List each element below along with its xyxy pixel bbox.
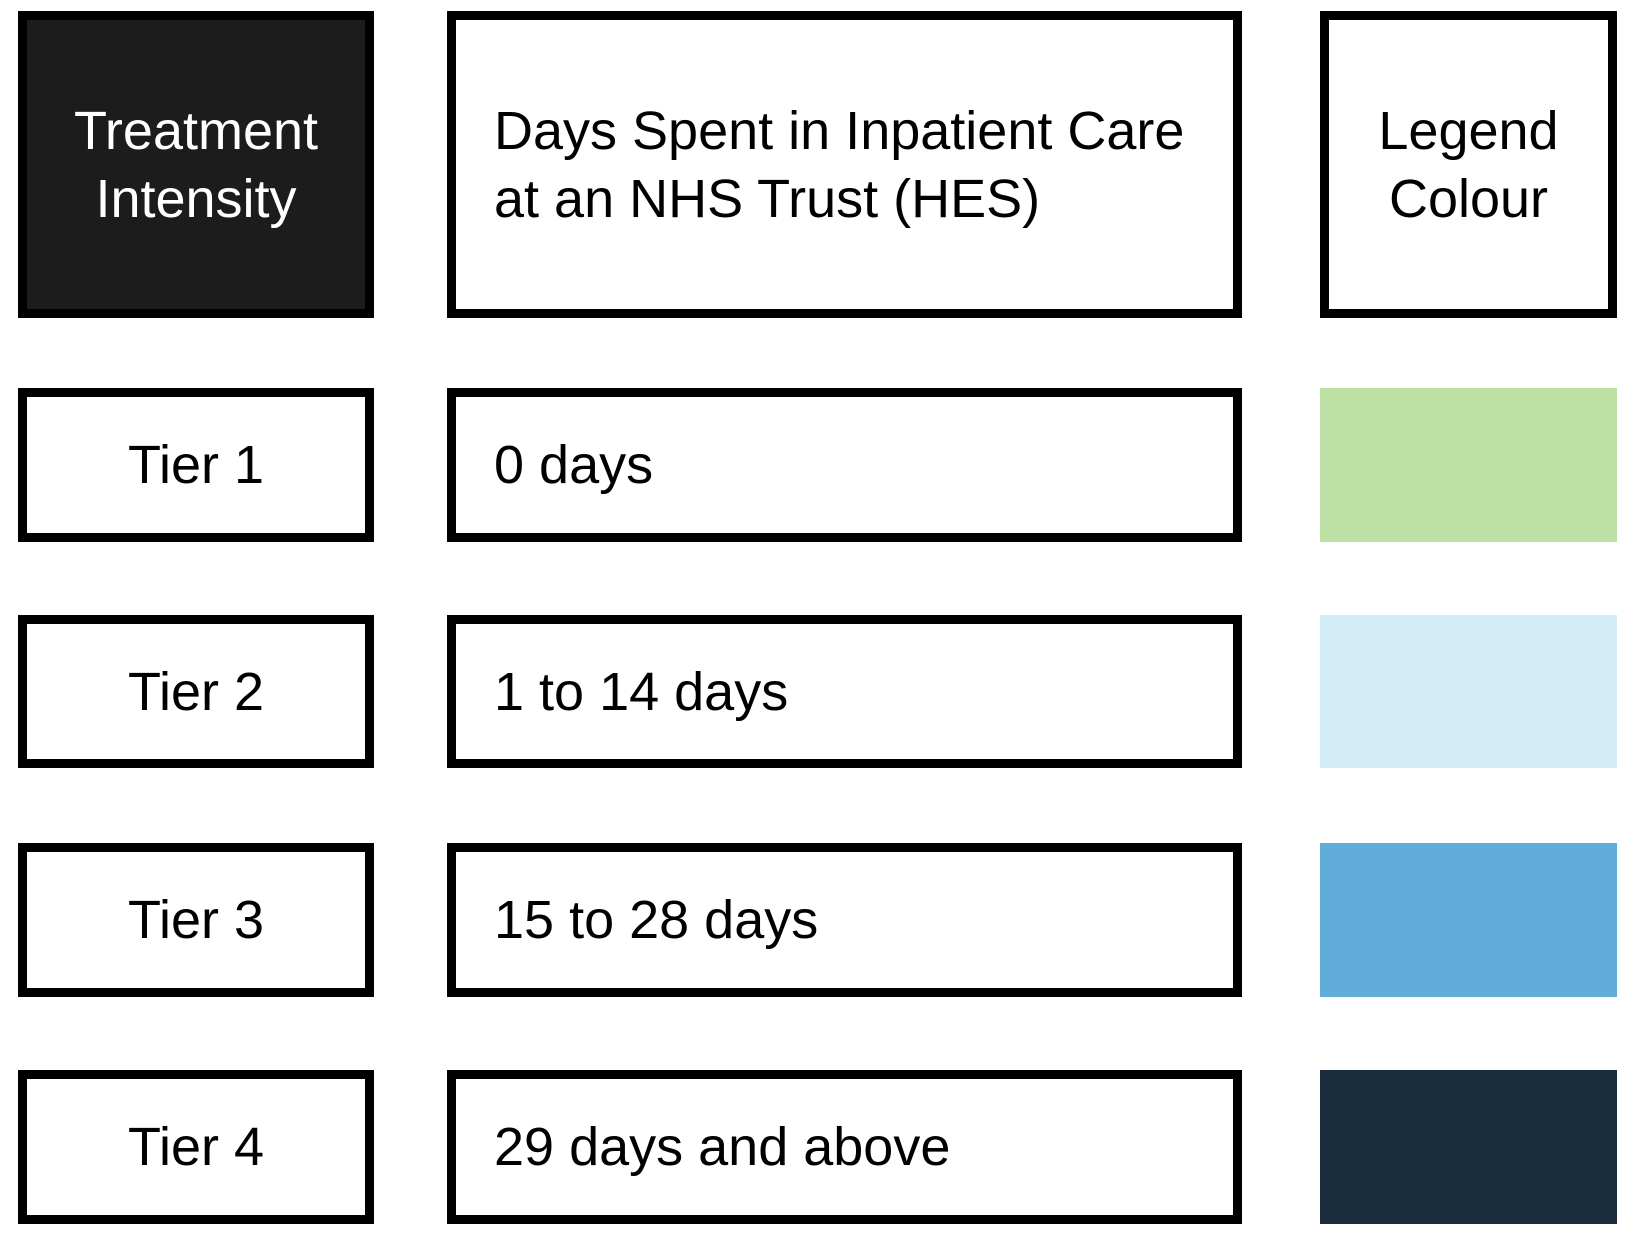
tier-4-label-box: Tier 4 — [18, 1070, 374, 1224]
header-legend-line2: Colour — [1388, 168, 1549, 229]
tier-3-days: 15 to 28 days — [494, 890, 819, 950]
tier-4-label: Tier 4 — [127, 1117, 265, 1177]
tier-1-days-box: 0 days — [447, 388, 1242, 542]
tier-4-days: 29 days and above — [494, 1117, 951, 1177]
header-treatment-intensity: Treatment Intensity — [18, 11, 374, 318]
header-treatment-intensity-line1: Treatment — [73, 100, 319, 161]
tier-2-label: Tier 2 — [127, 661, 265, 722]
tier-3-colour-swatch — [1320, 843, 1617, 997]
tier-2-days-box: 1 to 14 days — [447, 615, 1242, 768]
header-legend-line1: Legend — [1378, 100, 1559, 161]
header-days-inpatient-care: Days Spent in Inpatient Care at an NHS T… — [447, 11, 1242, 318]
header-treatment-intensity-line2: Intensity — [95, 168, 297, 229]
tier-2-label-box: Tier 2 — [18, 615, 374, 768]
tier-2-days: 1 to 14 days — [494, 661, 789, 722]
tier-1-colour-swatch — [1320, 388, 1617, 542]
tier-1-label: Tier 1 — [127, 435, 265, 495]
header-days-line1: Days Spent in Inpatient Care — [494, 100, 1185, 161]
tier-3-label: Tier 3 — [127, 890, 265, 950]
header-days-line2: at an NHS Trust (HES) — [494, 168, 1041, 229]
tier-4-colour-swatch — [1320, 1070, 1617, 1224]
tier-2-colour-swatch — [1320, 615, 1617, 768]
tier-3-label-box: Tier 3 — [18, 843, 374, 997]
tier-3-days-box: 15 to 28 days — [447, 843, 1242, 997]
tier-4-days-box: 29 days and above — [447, 1070, 1242, 1224]
tier-1-days: 0 days — [494, 435, 654, 495]
header-legend-colour: Legend Colour — [1320, 11, 1617, 318]
tier-1-label-box: Tier 1 — [18, 388, 374, 542]
